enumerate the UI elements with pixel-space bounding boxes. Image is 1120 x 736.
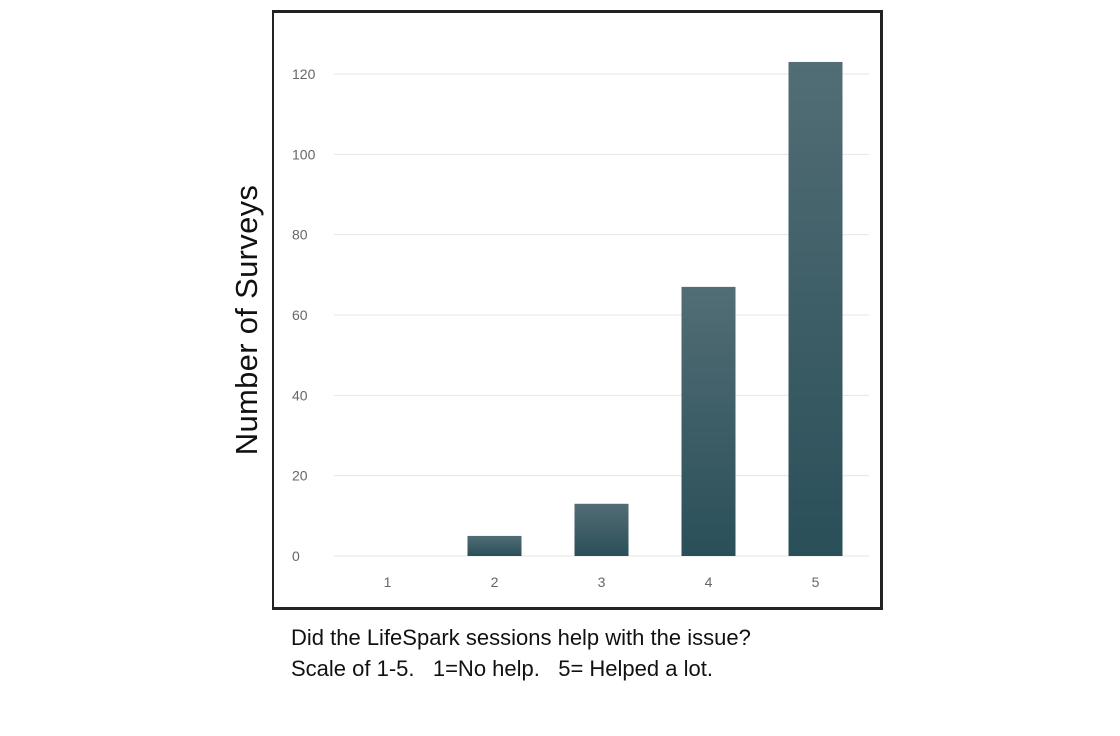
y-axis-title: Number of Surveys: [229, 184, 264, 456]
y-tick-label: 0: [292, 548, 300, 564]
caption-line-2: Scale of 1-5. 1=No help. 5= Helped a lot…: [291, 656, 713, 681]
bar-4: [681, 286, 736, 556]
y-tick-label: 20: [292, 468, 308, 484]
x-tick-label: 2: [491, 574, 499, 590]
bar-2: [467, 535, 522, 556]
chart-frame: 0 20 40 60 80 100 120 1 2 3 4 5: [272, 10, 883, 610]
gridlines: [334, 73, 869, 557]
y-tick-label: 100: [292, 146, 316, 162]
caption-line-1: Did the LifeSpark sessions help with the…: [291, 625, 751, 650]
x-tick-label: 3: [598, 574, 606, 590]
y-tick-label: 120: [292, 66, 316, 82]
chart-caption: Did the LifeSpark sessions help with the…: [291, 622, 751, 684]
y-tick-label: 40: [292, 387, 308, 403]
x-tick-label: 1: [384, 574, 392, 590]
y-axis-ticks: 0 20 40 60 80 100 120: [292, 66, 316, 564]
bar-5: [788, 61, 843, 556]
x-tick-label: 4: [705, 574, 713, 590]
bars: [467, 61, 843, 556]
x-axis-ticks: 1 2 3 4 5: [384, 574, 820, 590]
bar-3: [574, 503, 629, 556]
y-tick-label: 60: [292, 307, 308, 323]
x-tick-label: 5: [812, 574, 820, 590]
y-tick-label: 80: [292, 227, 308, 243]
bar-chart: 0 20 40 60 80 100 120 1 2 3 4 5: [292, 61, 869, 590]
